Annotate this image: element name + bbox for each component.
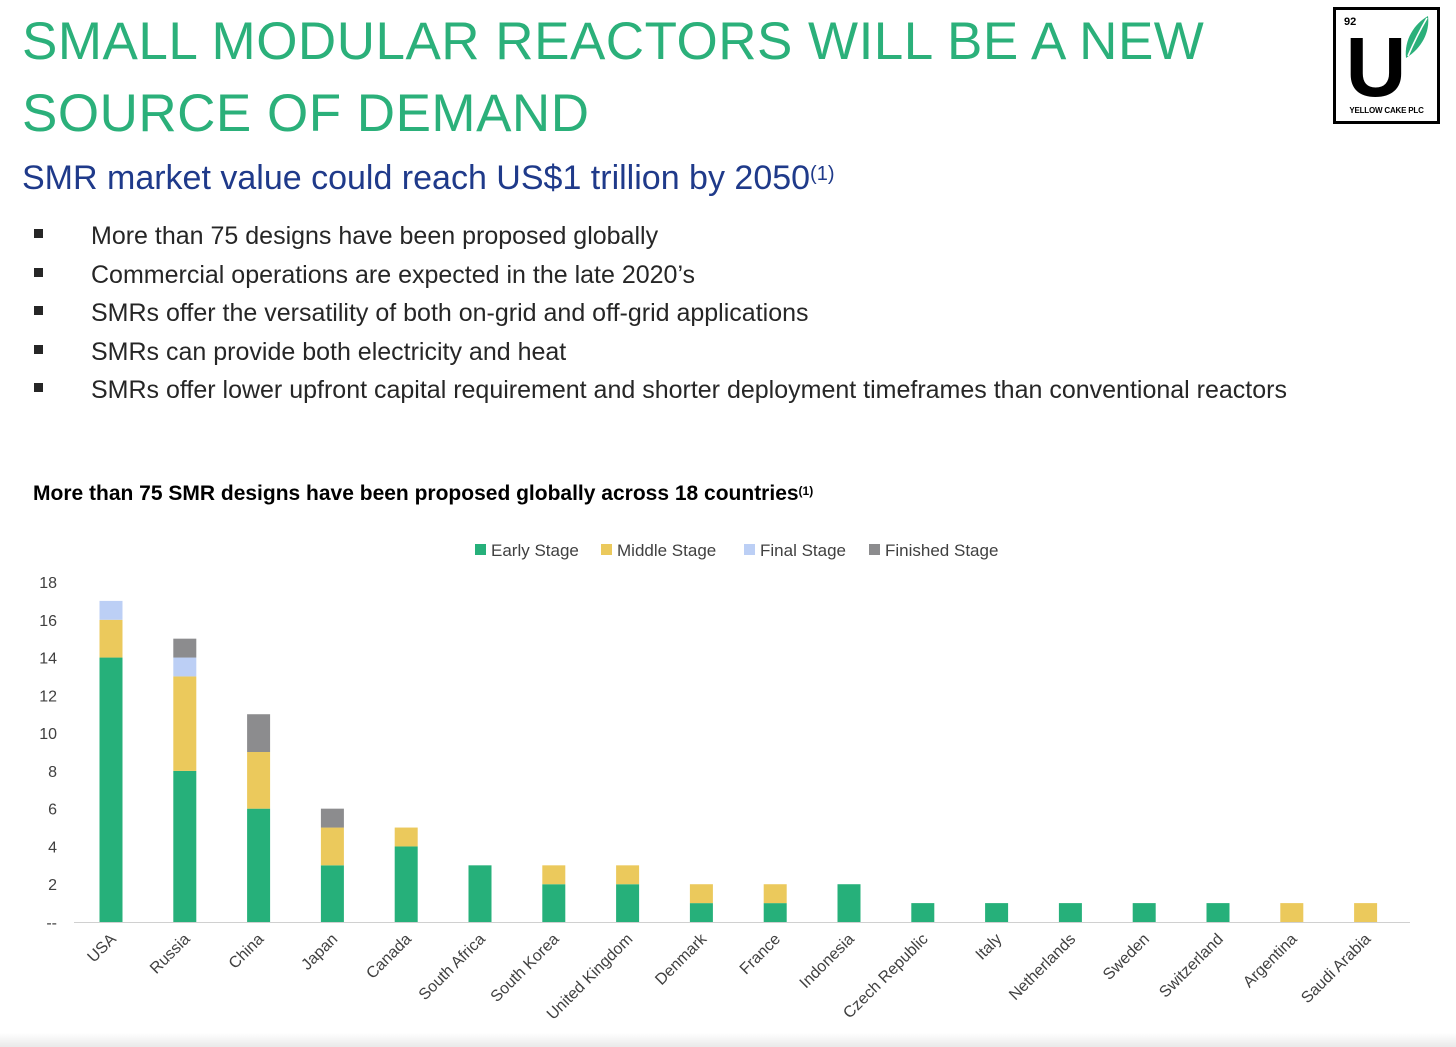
- square-bullet-icon: [34, 383, 43, 392]
- bar-segment-early-stage: [616, 884, 640, 922]
- bullet-item: SMRs can provide both electricity and he…: [34, 333, 1364, 372]
- bar-segment-early-stage: [247, 808, 271, 922]
- bar-segment-middle-stage: [542, 865, 566, 885]
- bullet-text: SMRs can provide both electricity and he…: [91, 337, 567, 366]
- legend-swatch: [601, 544, 612, 555]
- x-tick-label: South Africa: [416, 931, 489, 1004]
- x-tick-label: USA: [85, 931, 121, 967]
- bullet-item: More than 75 designs have been proposed …: [34, 217, 1364, 256]
- logo-letter: U: [1346, 20, 1407, 114]
- bar-segment-early-stage: [542, 884, 566, 922]
- bullet-text: SMRs offer lower upfront capital require…: [91, 376, 1287, 404]
- bar-segment-final-stage: [173, 657, 197, 677]
- bar-segment-early-stage: [99, 657, 123, 922]
- bar-segment-early-stage: [173, 770, 197, 922]
- bar-segment-early-stage: [985, 903, 1009, 922]
- bullet-text: SMRs offer the versatility of both on-gr…: [91, 299, 809, 327]
- y-tick-label: 18: [39, 575, 57, 592]
- legend-label: Early Stage: [491, 541, 579, 560]
- square-bullet-icon: [34, 267, 43, 277]
- chart-title-text: More than 75 SMR designs have been propo…: [33, 482, 799, 505]
- subtitle-footnote: (1): [810, 163, 835, 185]
- subtitle-text: SMR market value could reach US$1 trilli…: [22, 159, 811, 197]
- slide-title: SMALL MODULAR REACTORS WILL BE A NEW SOU…: [22, 12, 1205, 143]
- bullet-item: SMRs offer the versatility of both on-gr…: [34, 294, 1364, 333]
- bar-segment-middle-stage: [689, 884, 713, 904]
- y-tick-label: 12: [39, 688, 57, 705]
- legend-label: Middle Stage: [617, 541, 716, 560]
- logo-company-name: YELLOW CAKE PLC: [1349, 106, 1424, 115]
- bar-segment-middle-stage: [763, 884, 787, 904]
- y-tick-label: 4: [48, 839, 57, 856]
- bar-segment-middle-stage: [616, 865, 640, 885]
- bar-segment-middle-stage: [1280, 903, 1304, 922]
- bar-segment-early-stage: [1058, 903, 1082, 922]
- square-bullet-icon: [34, 306, 43, 315]
- bar-segment-middle-stage: [394, 827, 418, 847]
- bar-segment-early-stage: [468, 865, 492, 922]
- x-tick-label: Sweden: [1100, 931, 1153, 984]
- y-tick-label: --: [46, 915, 57, 932]
- x-tick-label: Denmark: [652, 930, 711, 989]
- bullet-text: Commercial operations are expected in th…: [91, 260, 696, 289]
- square-bullet-icon: [34, 229, 43, 238]
- leaf-icon: [1405, 16, 1429, 58]
- legend-label: Finished Stage: [885, 541, 998, 560]
- y-tick-label: 10: [39, 726, 57, 743]
- bar-segment-finished-stage: [173, 638, 197, 658]
- bar-segment-middle-stage: [1354, 903, 1378, 922]
- bar-segment-early-stage: [394, 846, 418, 922]
- x-tick-label: Canada: [363, 931, 415, 983]
- slide-subtitle: SMR market value could reach US$1 trilli…: [22, 155, 835, 201]
- bullet-list: More than 75 designs have been proposed …: [34, 217, 1364, 410]
- x-tick-label: Italy: [973, 931, 1006, 964]
- y-tick-label: 6: [48, 802, 57, 819]
- y-tick-label: 8: [48, 764, 57, 781]
- x-tick-label: Switzerland: [1156, 931, 1227, 1002]
- bar-segment-finished-stage: [247, 714, 271, 752]
- x-tick-label: South Korea: [488, 931, 563, 1006]
- x-tick-label: Russia: [147, 931, 194, 978]
- bullet-item: Commercial operations are expected in th…: [34, 256, 1364, 295]
- legend-swatch: [744, 544, 755, 555]
- chart-title-footnote: (1): [798, 484, 814, 498]
- y-tick-label: 2: [48, 877, 57, 894]
- logo-graphic: U: [1346, 16, 1429, 114]
- chart-title: More than 75 SMR designs have been propo…: [33, 482, 813, 506]
- bar-segment-early-stage: [837, 884, 861, 922]
- stacked-bar-chart: -- 2 4 6 8 10 12 14 16 18 USA Russia China Japan Canad…: [39, 541, 1410, 1023]
- company-logo: 92 U YELLOW CAKE PLC: [1333, 7, 1440, 124]
- bar-segment-final-stage: [99, 600, 123, 620]
- x-tick-label: Argentina: [1240, 931, 1301, 992]
- bar-segment-finished-stage: [320, 808, 344, 828]
- bar-segment-early-stage: [689, 903, 713, 922]
- bar-segment-middle-stage: [99, 619, 123, 658]
- x-tick-label: France: [737, 931, 784, 978]
- logo-atomic-number: 92: [1344, 16, 1357, 28]
- y-tick-label: 14: [39, 651, 57, 668]
- bar-segment-early-stage: [763, 903, 787, 922]
- square-bullet-icon: [34, 344, 43, 354]
- x-tick-label: Indonesia: [797, 931, 858, 992]
- bullet-text: More than 75 designs have been proposed …: [91, 222, 659, 250]
- x-tick-label: Netherlands: [1006, 931, 1079, 1004]
- bullet-item: SMRs offer lower upfront capital require…: [34, 371, 1364, 410]
- bar-segment-middle-stage: [173, 676, 197, 771]
- x-tick-label: Japan: [298, 931, 341, 974]
- legend-swatch: [869, 544, 880, 555]
- y-tick-label: 16: [39, 613, 57, 630]
- bar-segment-early-stage: [911, 903, 935, 922]
- x-tick-label: China: [226, 931, 268, 973]
- bar-segment-early-stage: [320, 865, 344, 922]
- legend-swatch: [475, 544, 486, 555]
- bar-segment-early-stage: [1132, 903, 1156, 922]
- x-tick-label: Saudi Arabia: [1298, 931, 1374, 1007]
- bar-segment-middle-stage: [247, 752, 271, 809]
- bar-segment-early-stage: [1206, 903, 1230, 922]
- bar-segment-middle-stage: [320, 827, 344, 866]
- slide-bottom-edge: [0, 1033, 1456, 1047]
- legend-label: Final Stage: [760, 541, 846, 560]
